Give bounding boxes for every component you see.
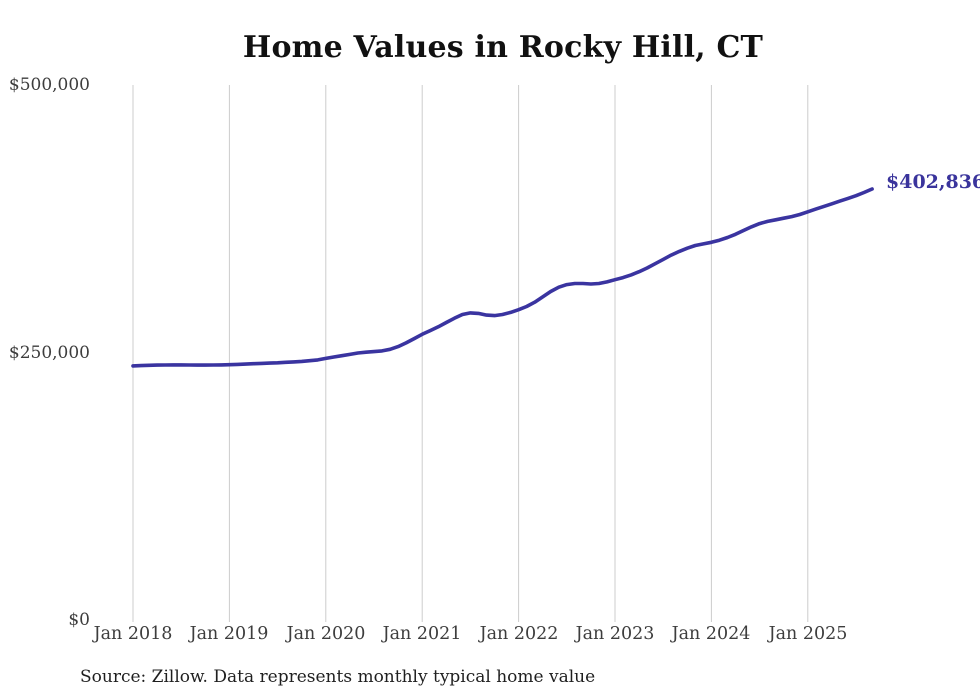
home-value-line <box>131 187 874 368</box>
gridlines <box>132 85 809 622</box>
y-axis-tick-250k: $250,000 <box>8 343 90 363</box>
x-axis-tick-2023: Jan 2023 <box>575 624 655 644</box>
y-axis-tick-0: $0 <box>68 610 90 630</box>
final-value-label: $402,836 <box>886 171 980 193</box>
y-axis-tick-500k: $500,000 <box>8 75 90 95</box>
x-axis-tick-2018: Jan 2018 <box>93 624 173 644</box>
x-axis-tick-2024: Jan 2024 <box>671 624 751 644</box>
x-axis-tick-2020: Jan 2020 <box>286 624 366 644</box>
x-axis-tick-2025: Jan 2025 <box>768 624 848 644</box>
source-note: Source: Zillow. Data represents monthly … <box>80 667 596 687</box>
x-axis-tick-2021: Jan 2021 <box>382 624 462 644</box>
chart-title: Home Values in Rocky Hill, CT <box>242 30 764 65</box>
x-axis-tick-2019: Jan 2019 <box>189 624 269 644</box>
x-axis-tick-2022: Jan 2022 <box>479 624 559 644</box>
